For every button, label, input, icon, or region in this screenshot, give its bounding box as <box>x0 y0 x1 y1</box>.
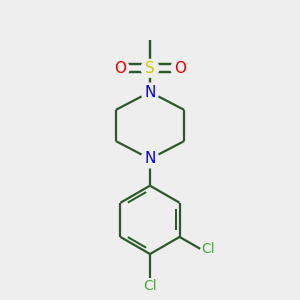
Text: O: O <box>174 61 186 76</box>
Circle shape <box>141 59 159 77</box>
Circle shape <box>141 150 159 168</box>
Text: N: N <box>144 85 156 100</box>
Text: O: O <box>114 61 126 76</box>
Text: S: S <box>145 61 155 76</box>
Text: Cl: Cl <box>143 279 157 293</box>
Text: N: N <box>144 152 156 166</box>
Circle shape <box>141 83 159 101</box>
Circle shape <box>171 59 189 77</box>
Text: Cl: Cl <box>202 242 215 256</box>
Circle shape <box>111 59 129 77</box>
